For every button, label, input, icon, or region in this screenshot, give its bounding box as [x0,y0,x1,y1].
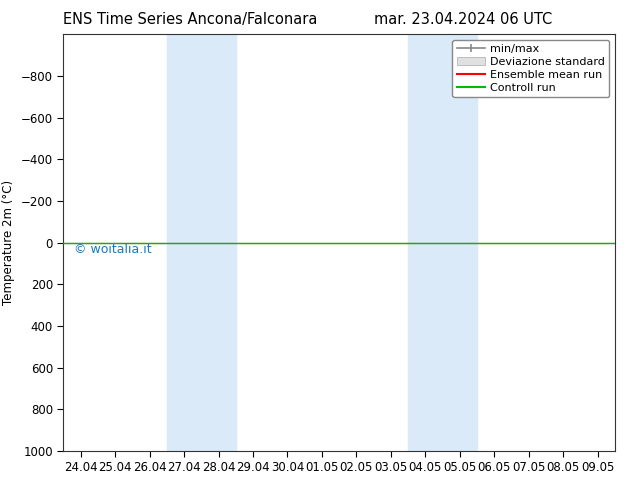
Bar [408,34,477,451]
Text: ENS Time Series Ancona/Falconara: ENS Time Series Ancona/Falconara [63,12,318,27]
Y-axis label: Temperature 2m (°C): Temperature 2m (°C) [3,180,15,305]
Text: © woitalia.it: © woitalia.it [74,243,152,256]
Text: mar. 23.04.2024 06 UTC: mar. 23.04.2024 06 UTC [373,12,552,27]
Bar [167,34,236,451]
Legend: min/max, Deviazione standard, Ensemble mean run, Controll run: min/max, Deviazione standard, Ensemble m… [452,40,609,97]
